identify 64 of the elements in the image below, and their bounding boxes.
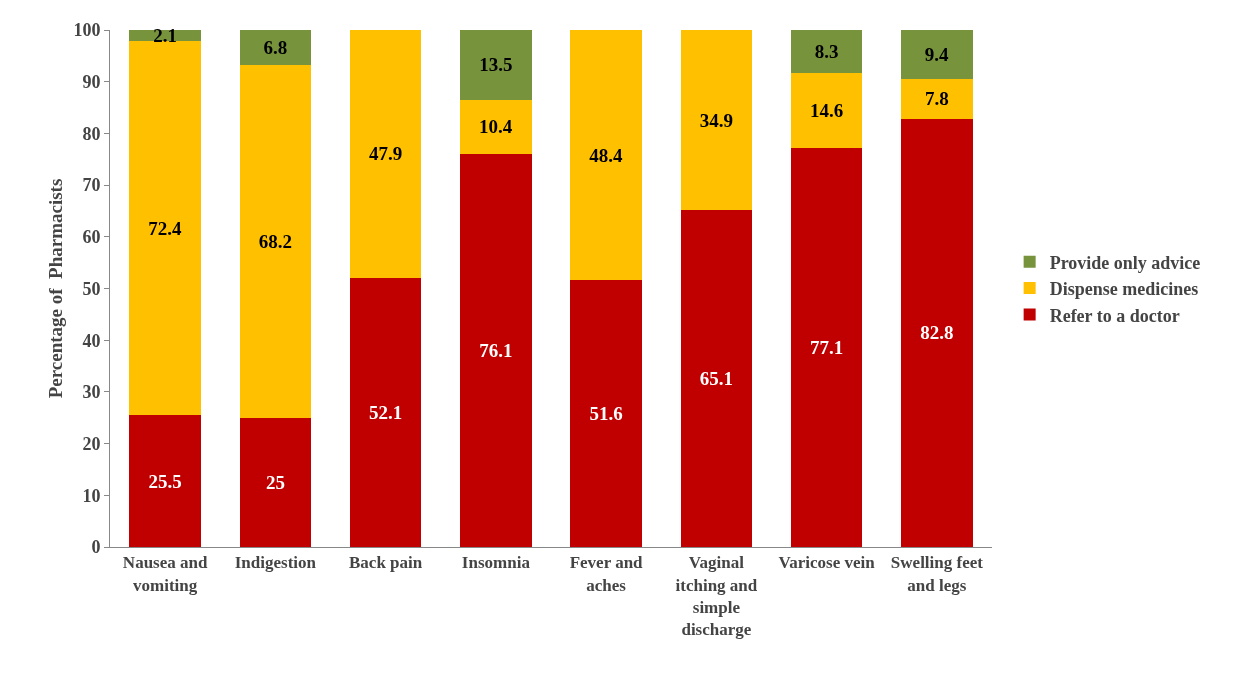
y-tick-label: 60 (82, 227, 101, 248)
legend-label: Refer to a doctor (1049, 305, 1180, 326)
bar (901, 118, 973, 547)
y-tick-label: 90 (82, 72, 101, 92)
bar (129, 40, 201, 416)
data-label: 72.4 (148, 217, 182, 239)
bar (790, 30, 863, 73)
x-tick-label: Indigestion (234, 553, 317, 573)
bar (570, 30, 642, 281)
data-label: 52.1 (369, 401, 403, 423)
bar (349, 30, 422, 278)
data-label: 14.6 (810, 100, 844, 122)
data-label: 9.4 (924, 43, 949, 65)
y-tick-label: 100 (73, 20, 101, 41)
bar (239, 417, 312, 547)
y-tick-label: 0 (91, 537, 101, 558)
x-tick-label: Swelling feet and legs (890, 553, 984, 595)
x-tick-label: Varicose vein (778, 553, 876, 573)
y-tick-label: 30 (82, 382, 101, 403)
data-label: 77.1 (810, 337, 844, 359)
bar (239, 30, 312, 66)
x-tick-label: Nausea and vomiting (122, 553, 208, 595)
bar (790, 148, 863, 547)
data-label: 47.9 (369, 143, 403, 165)
data-label: 7.8 (925, 88, 949, 110)
y-tick-label: 80 (82, 123, 101, 144)
x-tick-label: Insomnia (461, 553, 531, 573)
data-label: 2.1 (153, 24, 177, 46)
legend-label: Provide only advice (1049, 252, 1201, 273)
y-tick-label: 20 (82, 433, 101, 454)
bar (460, 99, 532, 154)
y-tick-label: 40 (82, 330, 101, 351)
bar (901, 30, 973, 79)
bar (129, 415, 201, 547)
legend-label: Dispense medicines (1049, 279, 1199, 300)
data-label: 48.4 (589, 144, 623, 166)
x-tick-label: Vaginal itching and simple discharge (675, 553, 758, 639)
x-tick-label: Back pain (349, 553, 423, 573)
data-label: 25.5 (148, 470, 182, 492)
bar (790, 72, 863, 149)
data-label: 68.2 (258, 230, 292, 252)
data-label: 65.1 (699, 368, 733, 390)
data-label: 76.1 (479, 339, 513, 361)
data-label: 25 (265, 471, 285, 493)
bar (680, 210, 753, 547)
data-label: 51.6 (589, 403, 623, 425)
bar (239, 65, 312, 418)
bar (460, 153, 532, 547)
bar (680, 30, 753, 211)
x-tick-label: Fever and aches (569, 553, 644, 595)
data-label: 10.4 (479, 116, 513, 138)
bar (901, 78, 973, 119)
bar (349, 277, 422, 547)
bar (460, 30, 532, 100)
data-label: 82.8 (920, 322, 954, 344)
y-tick-label: 10 (82, 485, 101, 506)
bar (570, 280, 642, 547)
data-label: 34.9 (699, 109, 733, 131)
y-tick-label: 50 (82, 278, 101, 299)
data-label: 13.5 (479, 54, 513, 76)
y-axis-title: Percentage of Pharmacists (45, 178, 66, 399)
data-label: 8.3 (814, 40, 839, 62)
y-tick-label: 70 (82, 175, 101, 196)
data-label: 6.8 (263, 37, 288, 59)
